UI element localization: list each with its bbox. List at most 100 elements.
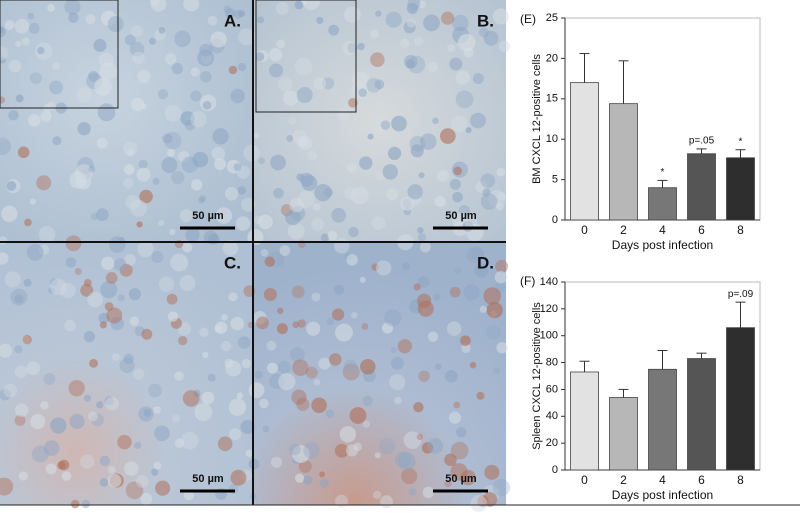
cell [316,16,324,24]
cell [361,323,369,330]
cell [6,180,17,191]
cell [348,226,359,238]
cell [375,10,382,17]
cell [139,189,153,204]
cell [228,65,238,75]
cell [97,103,116,122]
cell [117,434,132,450]
cell [3,383,18,398]
cell [99,321,107,329]
cell [433,293,441,301]
cell [302,0,320,11]
cell [155,480,171,496]
y-tick-label: 80 [546,356,558,368]
cell [191,179,203,191]
cell [184,119,196,131]
cell [303,441,320,459]
x-tick-label: 4 [659,223,666,237]
cell [27,12,35,20]
annotation: p=.05 [689,136,715,147]
cell [427,62,438,73]
cell [480,193,498,210]
cells [0,0,511,513]
cell [334,284,345,295]
cell [406,2,418,14]
cell [286,135,294,142]
cell [99,455,111,467]
cell [319,478,330,488]
cell [98,52,114,68]
cell [262,425,270,433]
cell [207,373,216,382]
cell [384,309,402,327]
cell [199,327,209,337]
cell [123,178,134,189]
cell [124,254,136,266]
y-tick-label: 140 [540,276,558,288]
cell [214,321,228,334]
cell [346,254,358,266]
cell [301,175,318,191]
cell [96,208,109,222]
cell [207,15,218,26]
cell [99,62,118,80]
cell [96,137,108,149]
cell [254,370,263,379]
cell [248,382,265,399]
cell [164,104,182,122]
cell [417,233,427,242]
cell [157,89,169,100]
cell [58,459,70,471]
cell [36,175,52,191]
cell [401,467,418,485]
cell [135,475,149,488]
cell [158,27,166,34]
cell [0,343,13,358]
cell [225,360,242,377]
cell [137,240,154,258]
cell [88,70,99,82]
cell [360,358,376,375]
cell [179,275,196,291]
cell [362,395,373,406]
cell [444,369,458,383]
cell [79,454,95,469]
cell [318,357,331,370]
panel-label: A. [224,11,241,30]
cell [233,163,242,172]
cell [450,115,468,133]
cell [307,150,318,161]
cell [407,184,423,200]
cell [47,101,56,111]
panel-label: (F) [520,274,535,288]
cell [335,323,353,342]
cell [416,433,424,441]
cell [294,57,313,76]
cell [333,237,350,254]
cell [171,63,183,75]
cell [463,284,480,301]
cell [89,358,99,368]
panel-label: C. [224,253,241,272]
cell [321,77,335,90]
cell [171,170,185,185]
cell [229,428,242,441]
cell [124,34,136,46]
cell [4,271,21,288]
cell [450,463,468,481]
cell [260,248,269,257]
cell [237,186,246,195]
cell [408,488,417,496]
y-tick-label: 10 [546,133,558,145]
cell [477,495,489,507]
cell [435,363,442,370]
cell [496,167,506,177]
cell [288,116,297,125]
cell [449,178,461,190]
cell [30,414,46,430]
cell [374,79,385,90]
cell [470,112,486,129]
cell [130,199,148,217]
cell [123,164,135,175]
cell [180,431,199,450]
